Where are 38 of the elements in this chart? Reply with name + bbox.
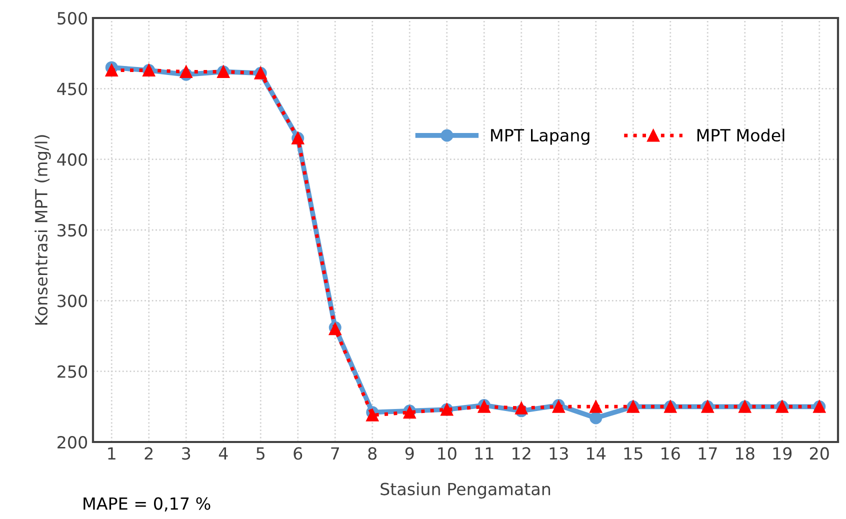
x-tick-label: 14 [587,447,606,460]
y-tick-label: 400 [57,153,88,166]
x-tick-label: 9 [405,447,414,460]
point [105,64,118,77]
x-tick-label: 8 [368,447,377,460]
point [180,65,192,78]
point [515,402,528,414]
x-tick-label: 20 [810,447,829,460]
x-tick-label: 17 [698,447,717,460]
x-tick-label: 12 [512,447,530,460]
x-tick-label: 2 [144,447,153,460]
x-tick-label: 7 [331,447,340,460]
x-tick-label: 5 [256,447,264,460]
x-tick-label: 19 [773,447,792,460]
x-tick-label: 11 [475,447,494,460]
x-tick-label: 15 [624,447,642,460]
x-tick-label: 10 [438,447,456,460]
x-tick-label: 3 [182,447,190,460]
point [366,408,379,422]
legend-label: MPT Model [697,128,784,142]
point [590,400,602,413]
point [590,412,602,424]
y-tick-label: 300 [58,294,88,308]
y-tick-label: 250 [58,365,88,378]
x-tick-label: 1 [108,447,116,460]
x-tick-label: 4 [218,447,228,460]
y-tick-label: 200 [58,436,88,449]
y-tick-label: 350 [58,224,88,237]
legend-label: MPT Lapang [491,129,590,145]
text: MAPE = 0,17 % [84,497,210,512]
x-axis-title: Stasiun Pengamatan [380,482,550,499]
y-tick-label: 450 [57,82,88,96]
y-tick-label: 500 [58,12,88,25]
x-tick-label: 18 [736,447,754,460]
x-tick-label: 13 [550,447,568,460]
x-tick-label: 6 [294,447,302,460]
x-tick-label: 16 [662,447,680,460]
y-axis-title: Konsentrasi MPT (mg/l) [34,135,51,325]
